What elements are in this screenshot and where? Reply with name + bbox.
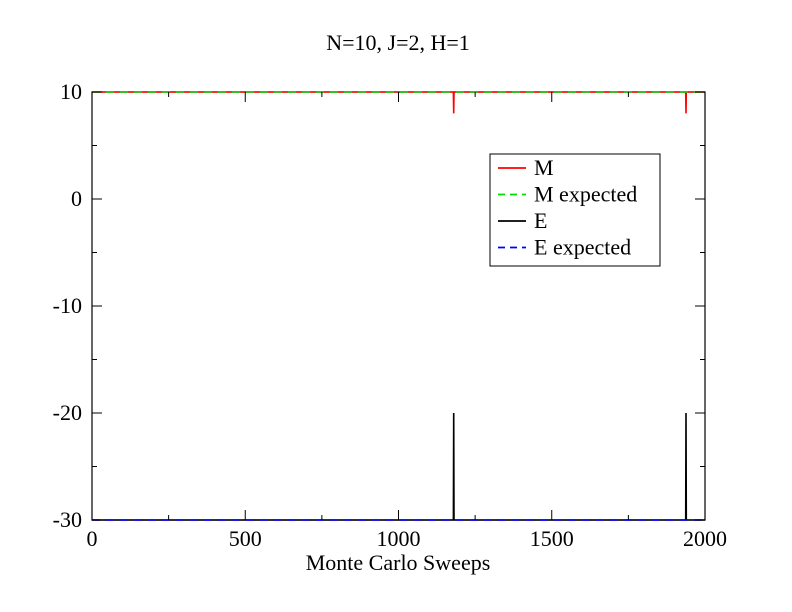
legend-label: E expected bbox=[534, 235, 631, 260]
x-tick-label: 0 bbox=[87, 526, 98, 551]
x-axis-label: Monte Carlo Sweeps bbox=[306, 550, 491, 575]
y-tick-labels: -30 -20 -10 0 10 bbox=[53, 79, 82, 532]
legend-box bbox=[489, 153, 661, 267]
legend-label: E bbox=[534, 208, 547, 233]
y-tick-label: -20 bbox=[53, 400, 82, 425]
x-tick-label: 500 bbox=[229, 526, 262, 551]
series-layer bbox=[92, 91, 705, 521]
x-tick-labels: 0 500 1000 1500 2000 bbox=[87, 526, 728, 551]
chart-title: N=10, J=2, H=1 bbox=[326, 30, 470, 55]
x-tick-label: 2000 bbox=[683, 526, 727, 551]
ticks-layer bbox=[91, 91, 706, 521]
y-tick-label: -10 bbox=[53, 293, 82, 318]
x-tick-label: 1000 bbox=[377, 526, 421, 551]
x-tick-label: 1500 bbox=[530, 526, 574, 551]
y-tick-label: 10 bbox=[60, 79, 82, 104]
legend-label: M bbox=[534, 155, 554, 180]
y-tick-label: -30 bbox=[53, 507, 82, 532]
series-e-line bbox=[92, 412, 705, 521]
legend-label: M expected bbox=[534, 182, 637, 207]
y-tick-label: 0 bbox=[71, 186, 82, 211]
